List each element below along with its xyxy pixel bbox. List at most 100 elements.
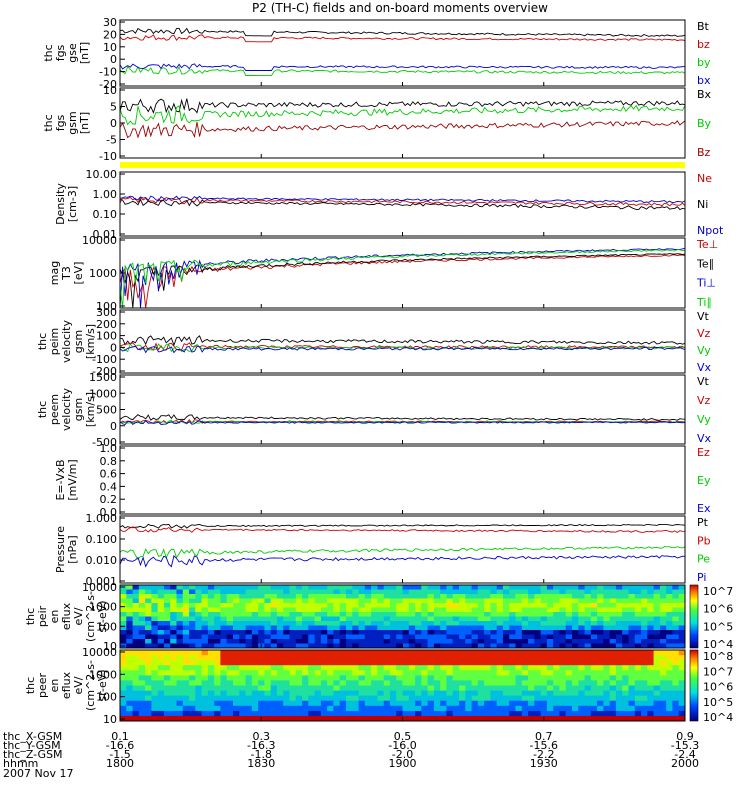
heatmap-cell (308, 680, 316, 686)
heatmap-cell (666, 650, 673, 656)
heatmap-cell (339, 625, 347, 631)
heatmap-cell (145, 695, 152, 702)
heatmap-cell (559, 650, 567, 656)
heatmap-cell (207, 639, 215, 644)
heatmap-cell (553, 650, 560, 656)
heatmap-cell (358, 585, 366, 590)
heatmap-cell (258, 685, 265, 692)
heatmap-cell (666, 680, 673, 686)
heatmap-cell (647, 660, 655, 666)
heatmap-cell (132, 680, 140, 686)
heatmap-cell (220, 607, 228, 613)
heatmap-cell (559, 690, 567, 697)
heatmap-cell (446, 690, 454, 697)
heatmap-cell (515, 612, 523, 617)
heatmap-cell (622, 594, 629, 599)
heatmap-cell (226, 655, 234, 661)
heatmap-cell (597, 625, 604, 631)
heatmap-cell (471, 630, 479, 635)
y-axis-label: eflux (60, 602, 73, 630)
heatmap-cell (176, 603, 184, 608)
heatmap-cell (666, 705, 673, 712)
heatmap-cell (615, 621, 623, 626)
heatmap-cell (352, 598, 360, 604)
heatmap-cell (346, 665, 353, 671)
heatmap-cell (364, 585, 372, 590)
heatmap-cell (352, 685, 360, 692)
heatmap-cell (521, 643, 529, 649)
heatmap-cell (314, 612, 322, 617)
heatmap-cell (622, 710, 629, 717)
heatmap-cell (333, 705, 341, 712)
heatmap-cell (220, 685, 228, 692)
heatmap-cell (678, 685, 686, 692)
heatmap-cell (653, 710, 661, 717)
heatmap-cell (264, 616, 272, 622)
heatmap-cell (383, 650, 391, 656)
heatmap-cell (396, 589, 403, 595)
heatmap-cell (151, 680, 159, 686)
heatmap-cell (609, 665, 617, 671)
heatmap-cell (641, 639, 648, 644)
heatmap-cell (214, 589, 221, 595)
heatmap-cell (120, 603, 127, 608)
heatmap-cell (477, 680, 485, 686)
heatmap-cell (220, 625, 228, 631)
heatmap-cell (408, 589, 416, 595)
heatmap-cell (371, 680, 378, 686)
heatmap-cell (496, 594, 504, 599)
heatmap-cell (446, 650, 454, 656)
heatmap-cell (615, 680, 623, 686)
heatmap-cell (672, 616, 680, 622)
heatmap-cell (477, 715, 485, 722)
y-axis-label: thc (24, 608, 37, 625)
heatmap-cell (189, 700, 196, 707)
heatmap-cell (258, 634, 265, 640)
heatmap-cell (546, 675, 554, 681)
y-tick-label: 1.000 (86, 512, 118, 525)
heatmap-cell (157, 660, 165, 666)
heatmap-cell (641, 680, 648, 686)
y-axis-label: [nT] (78, 112, 91, 134)
heatmap-cell (239, 710, 247, 717)
heatmap-cell (302, 680, 309, 686)
heatmap-cell (170, 612, 177, 617)
heatmap-cell (346, 695, 353, 702)
heatmap-cell (239, 670, 247, 676)
heatmap-cell (553, 607, 560, 613)
heatmap-cell (509, 705, 516, 712)
heatmap-cell (201, 650, 209, 656)
heatmap-cell (371, 634, 378, 640)
heatmap-cell (597, 639, 604, 644)
heatmap-cell (502, 680, 510, 686)
heatmap-cell (371, 700, 378, 707)
heatmap-cell (421, 660, 429, 666)
heatmap-cell (377, 655, 385, 661)
heatmap-cell (565, 680, 573, 686)
heatmap-cell (528, 612, 535, 617)
heatmap-cell (251, 598, 259, 604)
heatmap-cell (371, 670, 378, 676)
heatmap-cell (163, 650, 171, 656)
heatmap-cell (584, 643, 592, 649)
heatmap-cell (389, 650, 397, 656)
heatmap-cell (270, 660, 278, 666)
heatmap-cell (364, 612, 372, 617)
heatmap-cell (276, 700, 284, 707)
heatmap-cell (597, 670, 604, 676)
heatmap-cell (383, 690, 391, 697)
heatmap-cell (477, 660, 485, 666)
heatmap-cell (653, 607, 661, 613)
y-tick-label: 0.100 (86, 533, 118, 546)
y-tick-label: 100 (96, 691, 117, 704)
heatmap-cell (339, 685, 347, 692)
heatmap-cell (433, 710, 441, 717)
heatmap-cell (452, 650, 460, 656)
heatmap-cell (615, 603, 623, 608)
heatmap-cell (609, 715, 617, 722)
y-axis-label: gse (66, 43, 79, 63)
heatmap-cell (339, 630, 347, 635)
heatmap-cell (352, 607, 360, 613)
heatmap-cell (289, 598, 297, 604)
